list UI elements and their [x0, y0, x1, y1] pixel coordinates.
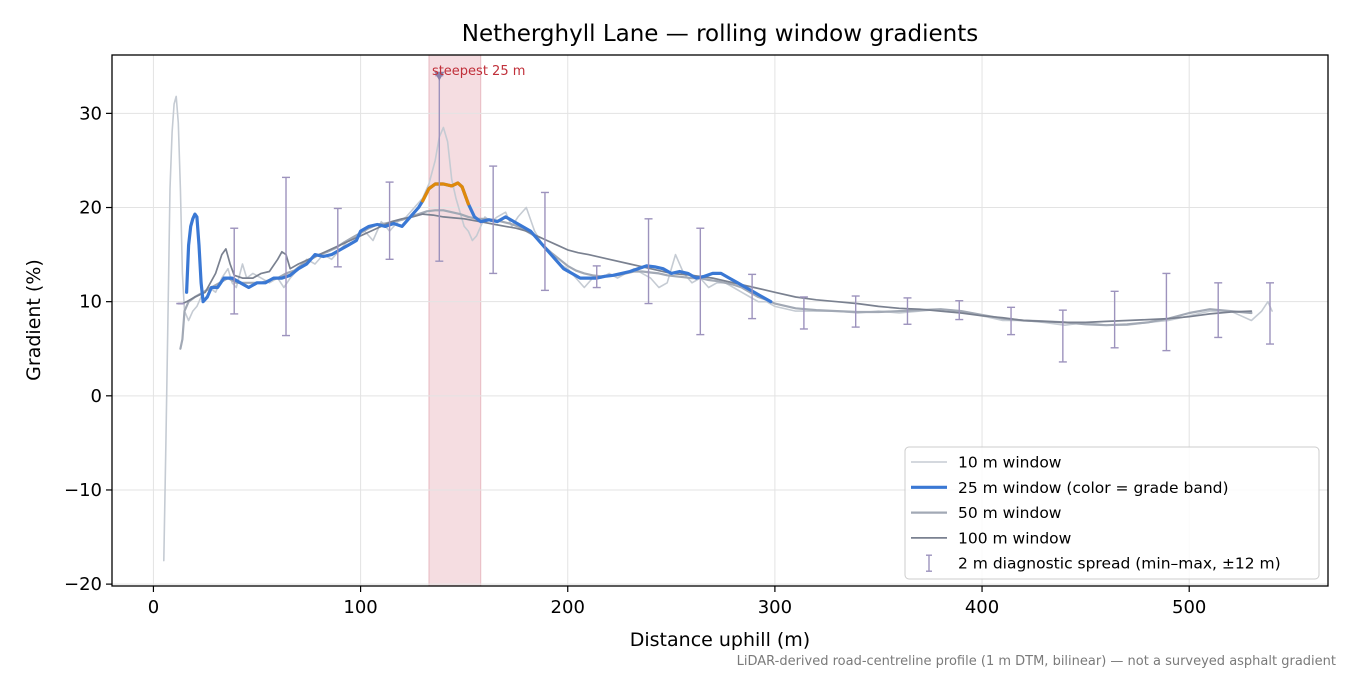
legend-label-1: 25 m window (color = grade band)	[958, 479, 1229, 497]
axes-frame	[111, 54, 1329, 587]
error-bar-14	[903, 297, 912, 325]
x-axis-label: Distance uphill (m)	[630, 629, 810, 651]
x-tick-label-1: 100	[343, 597, 377, 618]
error-bar-9	[644, 218, 653, 305]
y-tick-label-0: −20	[64, 574, 102, 595]
error-bar-6	[489, 165, 498, 275]
error-bar-16	[1007, 306, 1016, 336]
x-tick-label-4: 400	[965, 597, 999, 618]
legend-box	[904, 446, 1320, 580]
error-bar-19	[1162, 272, 1171, 352]
y-tick-label-5: 30	[79, 103, 102, 124]
grade-band-segment-0	[421, 181, 470, 206]
y-tick-label-4: 20	[79, 198, 102, 219]
y-tick-label-3: 10	[79, 292, 102, 313]
error-bar-1	[230, 227, 239, 315]
series-line-3	[177, 213, 1253, 324]
x-tick-label-5: 500	[1172, 597, 1206, 618]
legend-label-0: 10 m window	[958, 454, 1062, 472]
y-tick-label-2: 0	[91, 386, 102, 407]
error-bar-13	[851, 295, 860, 328]
legend: 10 m window 25 m window (color = grade ba…	[904, 446, 1320, 580]
legend-label-2: 50 m window	[958, 504, 1062, 522]
error-bar-2	[282, 176, 291, 337]
steepest-label: steepest 25 m	[432, 64, 525, 79]
legend-label-4: 2 m diagnostic spread (min–max, ±12 m)	[958, 555, 1281, 573]
y-tick-label-1: −10	[64, 480, 102, 501]
y-axis-label: Gradient (%)	[23, 259, 45, 381]
steepest-band	[428, 54, 482, 587]
error-bar-10	[696, 227, 705, 336]
error-bar-11	[748, 273, 757, 320]
plot-area: steepest 25 m 0 100 200 300 400 500 −20 −10 0 10 20…	[64, 54, 1329, 618]
error-bar-21	[1265, 282, 1274, 345]
error-bar-12	[799, 296, 808, 330]
error-bar-3	[333, 207, 342, 268]
x-tick-label-0: 0	[148, 597, 159, 618]
footnote: LiDAR-derived road-centreline profile (1…	[737, 654, 1336, 669]
error-bar-18	[1110, 290, 1119, 349]
error-bar-15	[955, 300, 964, 321]
error-bar-8	[592, 265, 601, 289]
error-bar-4	[385, 181, 394, 261]
steepest-marker	[434, 71, 445, 81]
x-tick-label-2: 200	[551, 597, 585, 618]
error-bar-20	[1214, 282, 1223, 339]
legend-label-3: 100 m window	[958, 529, 1072, 547]
error-bar-7	[540, 191, 549, 292]
error-bar-17	[1058, 309, 1067, 363]
x-tick-label-3: 300	[758, 597, 792, 618]
chart-title: Netherghyll Lane — rolling window gradie…	[462, 21, 978, 47]
